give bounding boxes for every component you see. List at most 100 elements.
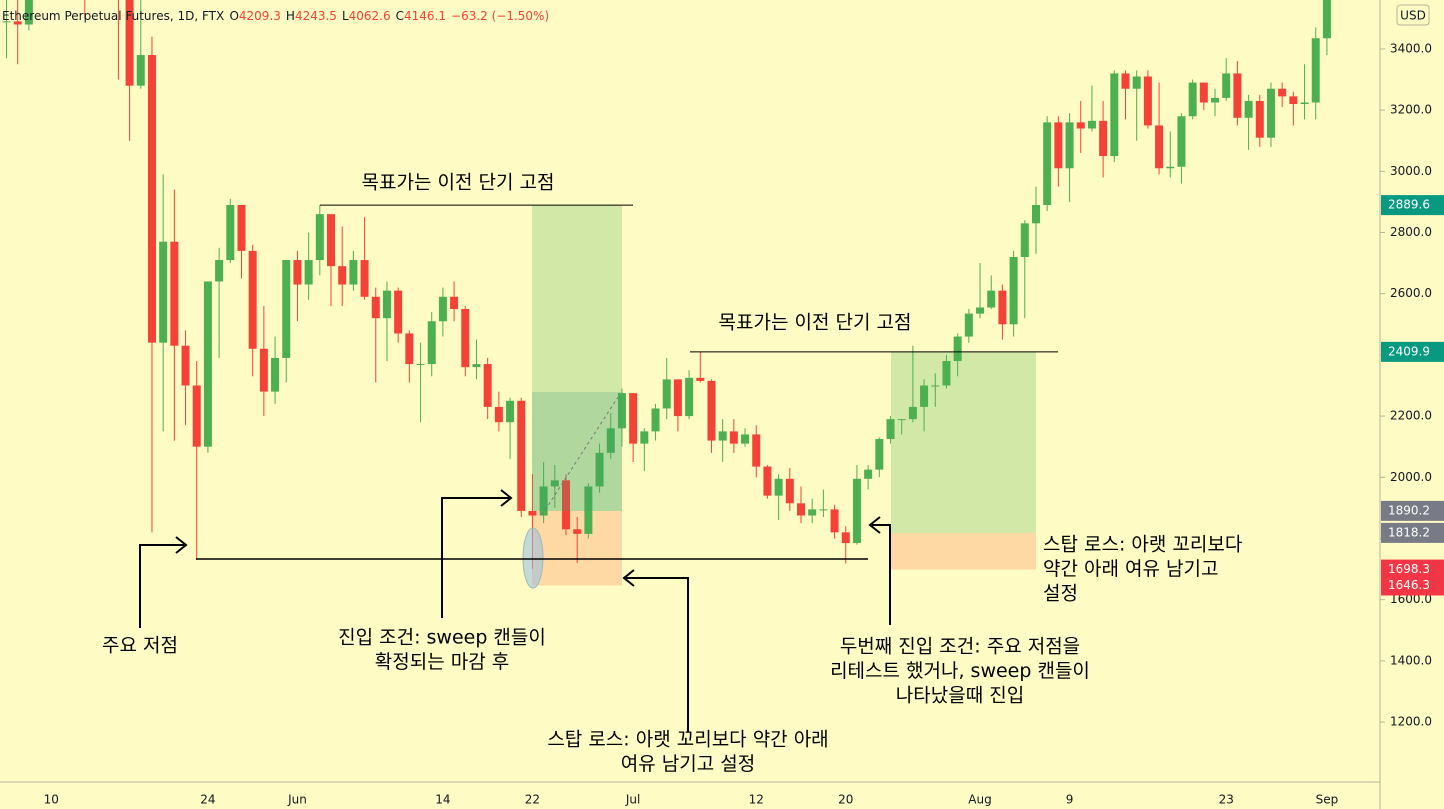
candle-body <box>1255 100 1264 138</box>
candle-body <box>125 0 134 86</box>
candle-body <box>271 357 280 392</box>
price-tag <box>1381 341 1444 362</box>
candle-body <box>830 509 839 533</box>
ohlc-key: O <box>229 9 238 23</box>
candle-body <box>293 260 302 285</box>
legend-text: Ethereum Perpetual Futures, 1D, FTX O4209… <box>2 9 549 23</box>
candle-body <box>1177 116 1186 167</box>
annotation: 약간 아래 여유 남기고 <box>1043 558 1218 580</box>
candle-body <box>1289 96 1298 105</box>
arrow <box>622 569 689 732</box>
candle-body <box>685 377 694 417</box>
plot-area <box>2 0 1331 586</box>
candle-body <box>1031 204 1040 224</box>
x-tick-label: 12 <box>749 793 764 807</box>
candle-body <box>215 260 224 282</box>
candle-body <box>2 21 11 23</box>
candle-body <box>327 214 336 267</box>
candle-body <box>1233 73 1242 118</box>
candle-body <box>1211 97 1220 103</box>
annotation: 스탑 로스: 아랫 꼬리보다 <box>1043 534 1242 556</box>
candle-body <box>416 364 425 366</box>
candle-body <box>617 393 626 429</box>
ohlc-value: 4146.1 <box>404 9 446 23</box>
arrow <box>441 489 513 618</box>
candle-body <box>1266 88 1275 138</box>
candle-body <box>360 260 369 297</box>
x-tick-label: 10 <box>44 793 59 807</box>
candle-body <box>528 510 537 516</box>
price-tag-label: 1646.3 <box>1388 578 1430 592</box>
price-tag-label: 2409.9 <box>1388 344 1430 358</box>
candle-body <box>629 393 638 444</box>
candle-body <box>192 385 201 447</box>
ohlc-value: 4062.6 <box>349 9 391 23</box>
y-tick-label: 1600.0 <box>1390 592 1432 606</box>
candle-body <box>774 478 783 496</box>
candle-body <box>226 204 235 261</box>
change: −63.2 (−1.50%) <box>451 9 549 23</box>
candle-body <box>1300 102 1309 105</box>
candle-body <box>651 408 660 432</box>
arrow <box>139 536 188 628</box>
candle-body <box>1087 120 1096 129</box>
annotation: 진입 조건: sweep 캔들이 <box>338 627 546 649</box>
path-line <box>541 396 619 516</box>
x-tick-label: 9 <box>1066 793 1074 807</box>
annotation: 스탑 로스: 아랫 꼬리보다 약간 아래 <box>547 729 828 751</box>
candle-body <box>864 469 873 479</box>
candle-body <box>382 290 391 319</box>
candle-body <box>550 480 559 487</box>
candle-body <box>1188 82 1197 117</box>
x-tick-label: 14 <box>435 793 450 807</box>
ohlc-value: 4209.3 <box>239 9 281 23</box>
candle-body <box>1311 38 1320 103</box>
x-tick-label: 23 <box>1219 793 1234 807</box>
price-tag-label: 2889.6 <box>1388 198 1430 212</box>
candle-body <box>517 400 526 511</box>
candle-body <box>640 431 649 444</box>
candle-body <box>349 260 358 285</box>
ohlc-key: L <box>342 9 349 23</box>
candle-body <box>1043 122 1052 205</box>
candle-body <box>483 364 492 407</box>
ohlc-value: 4243.5 <box>295 9 337 23</box>
x-tick-label: 24 <box>200 793 215 807</box>
candle-body <box>159 241 168 343</box>
price-tag-label: 1818.2 <box>1388 525 1430 539</box>
candle-body <box>539 486 548 516</box>
candle-body <box>908 406 917 420</box>
candle-body <box>573 529 582 534</box>
x-tick-label: Jul <box>625 793 640 807</box>
candle-body <box>920 385 929 407</box>
candle-body <box>438 296 447 322</box>
candle-body <box>584 486 593 534</box>
candle-body <box>494 406 503 423</box>
candle-body <box>1222 73 1231 98</box>
candle-body <box>1076 122 1085 129</box>
legend-header: Ethereum Perpetual Futures, 1D, FTX O4209… <box>2 9 549 23</box>
price-tag <box>1381 559 1444 580</box>
annotation: 나타났을때 진입 <box>896 685 1024 707</box>
candle-body <box>248 250 257 349</box>
candle-body <box>203 281 212 447</box>
candle-body <box>931 385 940 387</box>
annotation: 확정되는 마감 후 <box>375 651 509 673</box>
candle-body <box>13 21 22 25</box>
annotation: 목표가는 이전 단기 고점 <box>362 172 555 194</box>
candle-body <box>170 241 179 346</box>
y-tick-label: 3000.0 <box>1390 164 1432 178</box>
candle-body <box>1020 223 1029 257</box>
candle-body <box>136 55 145 86</box>
candle-body <box>976 307 985 314</box>
candle-body <box>1278 88 1287 97</box>
candle-body <box>427 321 436 365</box>
stop-zone <box>891 532 1036 570</box>
candle-body <box>752 434 761 467</box>
candle-body <box>1244 100 1253 118</box>
annotation: 주요 저점 <box>102 635 178 657</box>
candle-body <box>953 336 962 362</box>
candle-body <box>315 214 324 261</box>
price-tag <box>1381 575 1444 596</box>
